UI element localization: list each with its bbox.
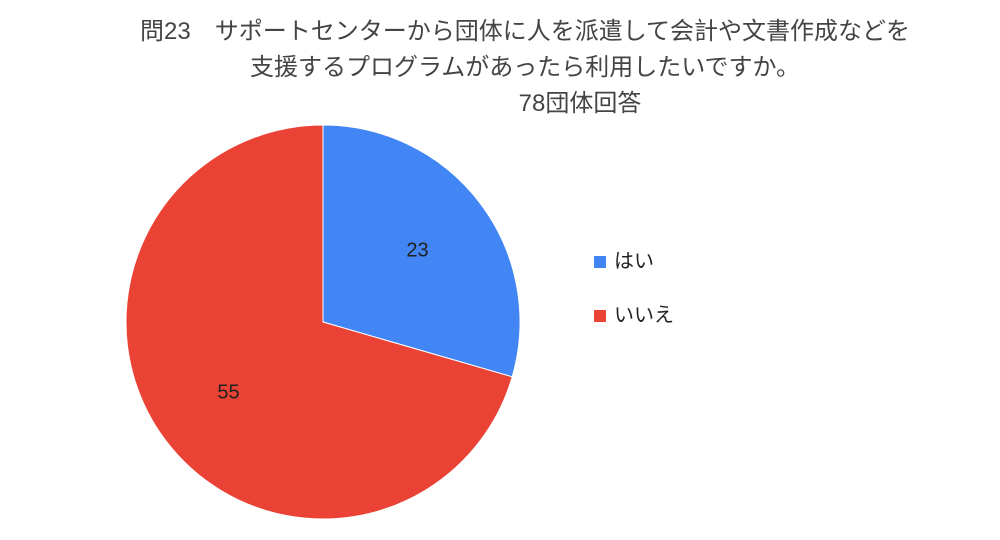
data-label: 55 bbox=[217, 381, 239, 403]
data-label: 23 bbox=[406, 239, 428, 261]
pie-slice bbox=[322, 124, 521, 378]
pie-slice bbox=[125, 124, 513, 520]
legend-label: はい bbox=[614, 250, 654, 272]
chart-title: 問23 サポートセンターから団体に人を派遣して会計や文書作成などを支援するプログ… bbox=[140, 18, 910, 81]
legend-swatch bbox=[594, 310, 606, 322]
legend-label: いいえ bbox=[614, 304, 674, 326]
legend-swatch bbox=[594, 256, 606, 268]
chart-subtitle: 78団体回答 bbox=[518, 90, 642, 117]
